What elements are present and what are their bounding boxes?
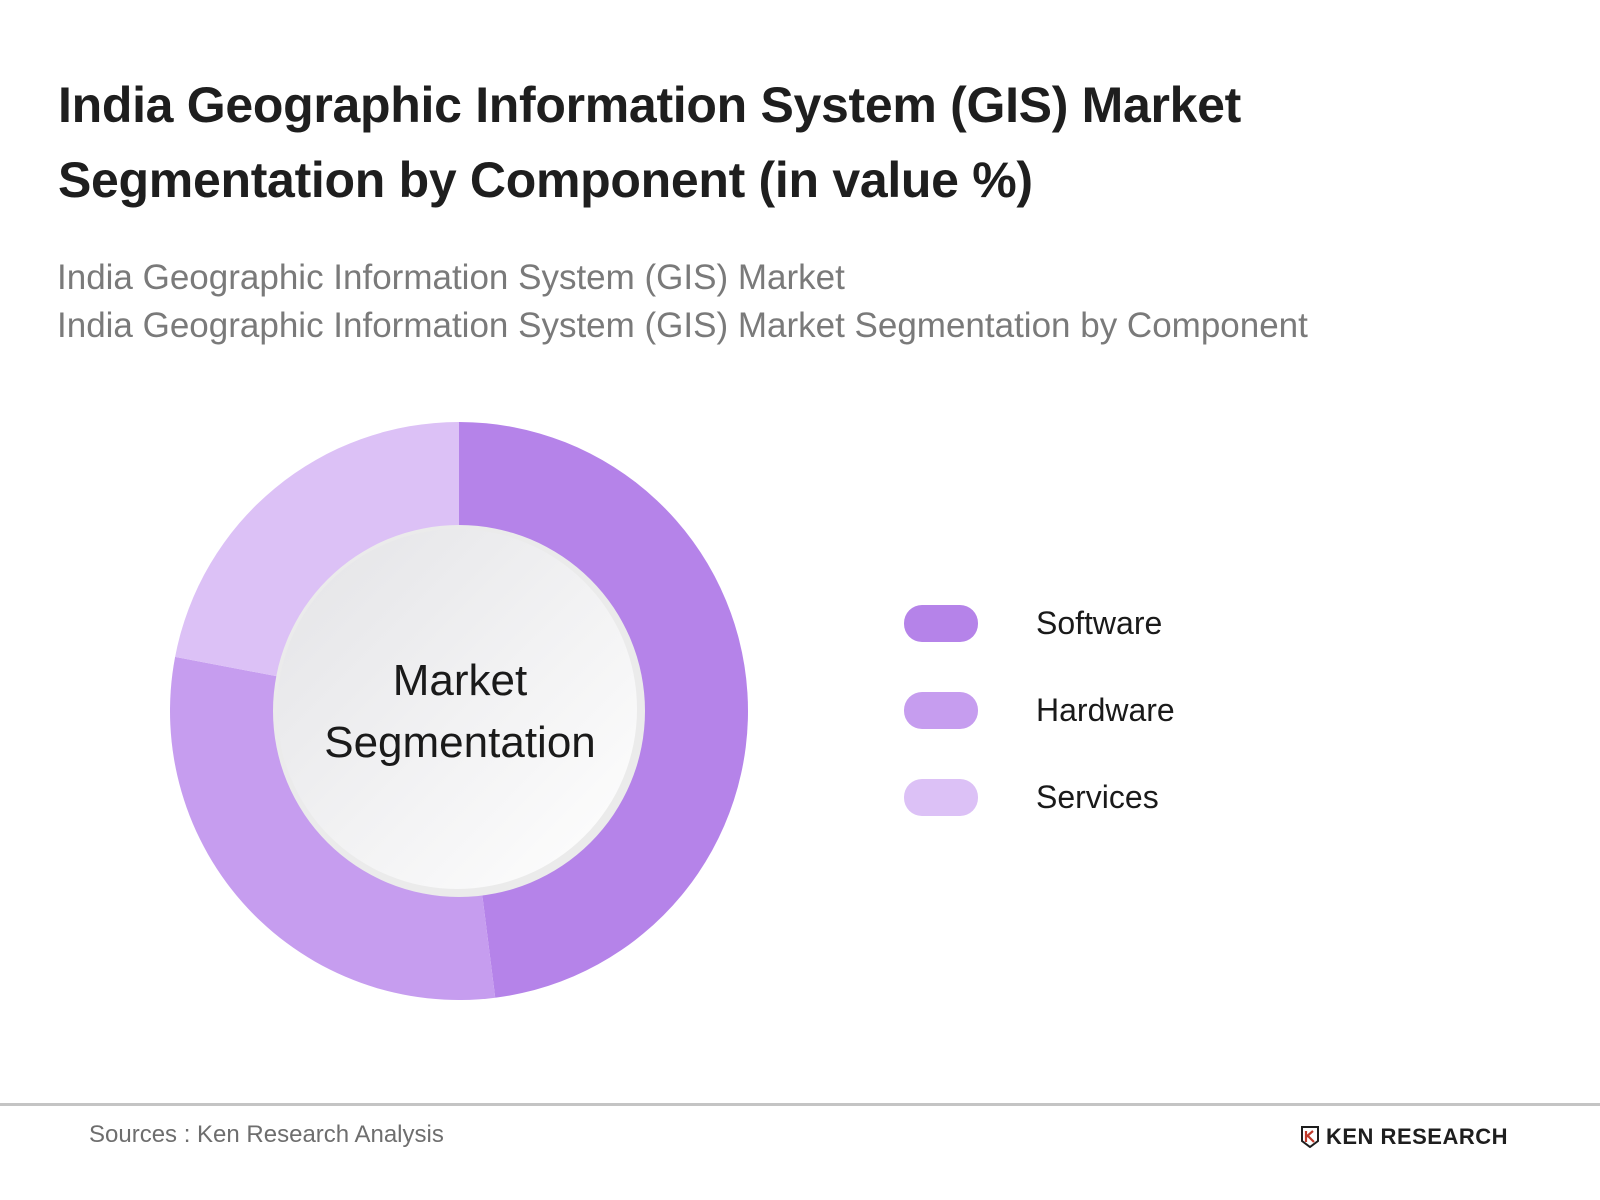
donut-hole xyxy=(277,529,637,889)
chart-title: India Geographic Information System (GIS… xyxy=(58,77,1242,208)
footer-divider xyxy=(0,1103,1600,1106)
legend-swatch-hardware xyxy=(904,691,978,729)
legend-label-hardware: Hardware xyxy=(1036,691,1175,728)
source-note: Sources : Ken Research Analysis xyxy=(89,1121,444,1148)
chart-subtitle: India Geographic Information System (GIS… xyxy=(57,254,1308,350)
donut-chart: Market Segmentation xyxy=(160,412,760,1012)
legend-label-services: Services xyxy=(1036,778,1159,815)
legend-swatch-services xyxy=(904,778,978,816)
ken-research-logo: KEN RESEARCH xyxy=(1300,1124,1508,1150)
donut-svg xyxy=(169,422,749,1000)
legend-item-services: Services xyxy=(904,778,1175,816)
legend-label-software: Software xyxy=(1036,604,1163,641)
legend: Software Hardware Services xyxy=(904,604,1175,866)
logo-text: KEN RESEARCH xyxy=(1326,1124,1509,1149)
ken-logo-icon xyxy=(1301,1126,1319,1148)
subtitle-line-1: India Geographic Information System (GIS… xyxy=(57,258,845,297)
legend-item-software: Software xyxy=(904,604,1175,642)
legend-item-hardware: Hardware xyxy=(904,691,1175,729)
legend-swatch-software xyxy=(904,604,978,642)
subtitle-line-2: India Geographic Information System (GIS… xyxy=(57,306,1308,345)
